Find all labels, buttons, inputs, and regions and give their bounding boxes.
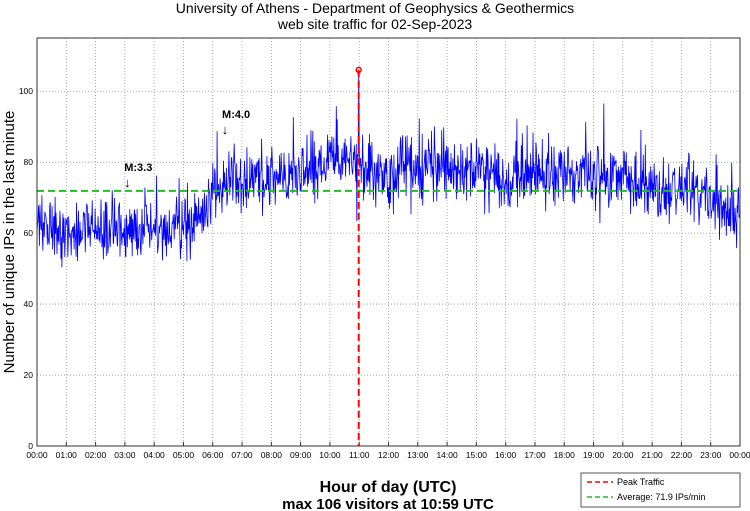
x-tick-label: 15:00 <box>466 450 488 460</box>
x-tick-label: 18:00 <box>554 450 576 460</box>
legend-average-label: Average: 71.9 IPs/min <box>617 492 705 502</box>
x-tick-label: 06:00 <box>202 450 224 460</box>
y-tick-label: 20 <box>24 370 34 380</box>
x-tick-label: 10:00 <box>319 450 341 460</box>
x-tick-label: 17:00 <box>524 450 546 460</box>
x-tick-label: 11:00 <box>349 450 370 460</box>
x-tick-label: 19:00 <box>583 450 605 460</box>
x-tick-label: 08:00 <box>261 450 283 460</box>
legend: Peak Traffic Average: 71.9 IPs/min <box>580 472 741 508</box>
grid <box>37 38 740 446</box>
x-axis-label: Hour of day (UTC) <box>320 479 457 496</box>
x-tick-label: 01:00 <box>56 450 78 460</box>
x-tick-label: 12:00 <box>378 450 400 460</box>
x-tick-label: 00:00 <box>26 450 48 460</box>
y-tick-label: 40 <box>24 299 34 309</box>
x-tick-label: 13:00 <box>407 450 429 460</box>
x-tick-label: 00:00 <box>729 450 750 460</box>
chart-title-line1: University of Athens - Department of Geo… <box>176 0 574 16</box>
peak-marker <box>355 66 362 74</box>
earthquake-annotation-label: M:3.3 <box>124 162 152 174</box>
x-tick-label: 09:00 <box>290 450 312 460</box>
down-arrow-icon: ↓ <box>222 122 229 137</box>
y-axis-ticks: 0 20 40 60 80 100 <box>19 86 33 451</box>
x-tick-label: 20:00 <box>612 450 634 460</box>
x-tick-label: 23:00 <box>700 450 722 460</box>
legend-peak-label: Peak Traffic <box>617 477 665 487</box>
chart-title-line2: web site traffic for 02-Sep-2023 <box>277 16 473 32</box>
legend-box <box>580 472 741 508</box>
plot-frame <box>36 37 741 447</box>
x-tick-label: 14:00 <box>436 450 458 460</box>
x-tick-label: 03:00 <box>114 450 136 460</box>
x-tick-label: 05:00 <box>173 450 195 460</box>
y-tick-label: 100 <box>19 86 33 96</box>
x-tick-label: 21:00 <box>641 450 663 460</box>
y-tick-label: 60 <box>24 228 34 238</box>
earthquake-annotation-label: M:4.0 <box>222 109 250 121</box>
down-arrow-icon: ↓ <box>124 175 131 190</box>
x-tick-label: 22:00 <box>671 450 693 460</box>
x-tick-label: 16:00 <box>495 450 517 460</box>
y-tick-label: 0 <box>28 441 33 451</box>
annotations: M:3.3↓M:4.0↓ <box>124 109 250 190</box>
x-tick-label: 04:00 <box>144 450 166 460</box>
y-axis-label: Number of unique IPs in the last minute <box>1 111 18 374</box>
x-tick-label: 02:00 <box>85 450 107 460</box>
y-tick-label: 80 <box>24 157 34 167</box>
peak-subtitle: max 106 visitors at 10:59 UTC <box>282 496 494 511</box>
x-axis-ticks: 00:00 01:00 02:00 03:00 04:00 05:00 06:00 07:00… <box>26 442 750 460</box>
traffic-series-line <box>36 69 740 268</box>
x-tick-label: 07:00 <box>231 450 253 460</box>
